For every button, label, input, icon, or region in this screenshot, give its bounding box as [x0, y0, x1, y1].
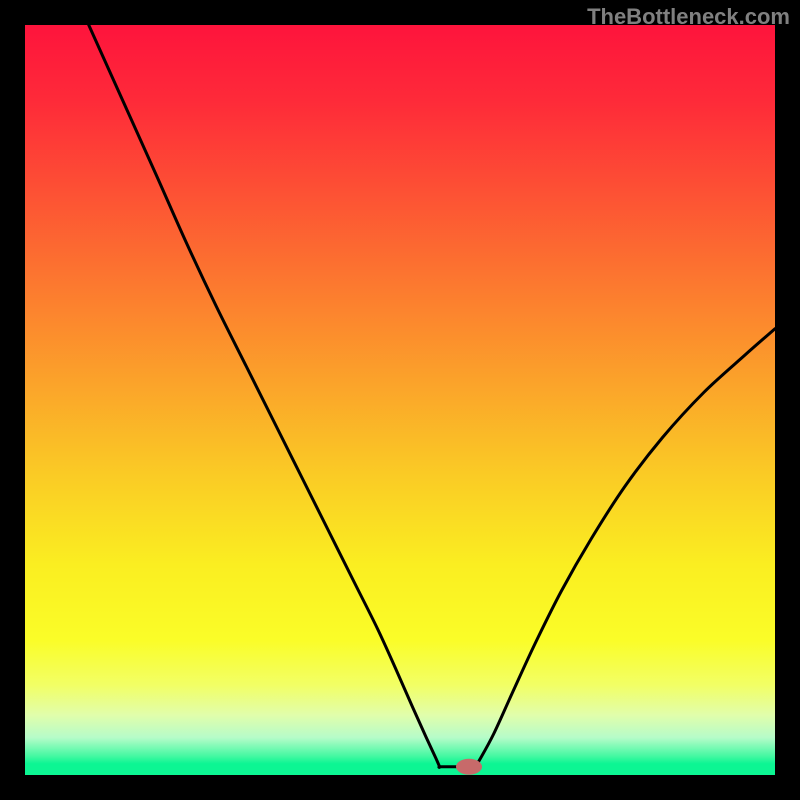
optimal-marker: [456, 759, 482, 775]
watermark-text: TheBottleneck.com: [587, 4, 790, 30]
gradient-background: [25, 25, 775, 775]
bottleneck-chart: [0, 0, 800, 800]
